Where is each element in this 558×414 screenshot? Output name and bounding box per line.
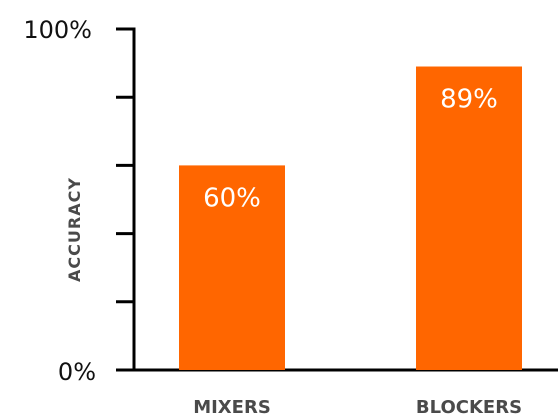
bar-blockers bbox=[416, 66, 522, 370]
y-tick-label-max: 100% bbox=[23, 16, 92, 44]
y-axis-title: ACCURACY bbox=[65, 177, 84, 282]
y-axis-ticks bbox=[116, 27, 134, 372]
y-tick-label-min: 0% bbox=[58, 358, 96, 386]
bar-value-label-mixers: 60% bbox=[203, 183, 261, 213]
bar-value-label-blockers: 89% bbox=[440, 85, 498, 115]
x-category-label-mixers: MIXERS bbox=[193, 397, 271, 414]
x-category-label-blockers: BLOCKERS bbox=[416, 397, 522, 414]
bars-group: 60% MIXERS 89% BLOCKERS bbox=[179, 66, 522, 414]
bar-mixers bbox=[179, 165, 285, 370]
